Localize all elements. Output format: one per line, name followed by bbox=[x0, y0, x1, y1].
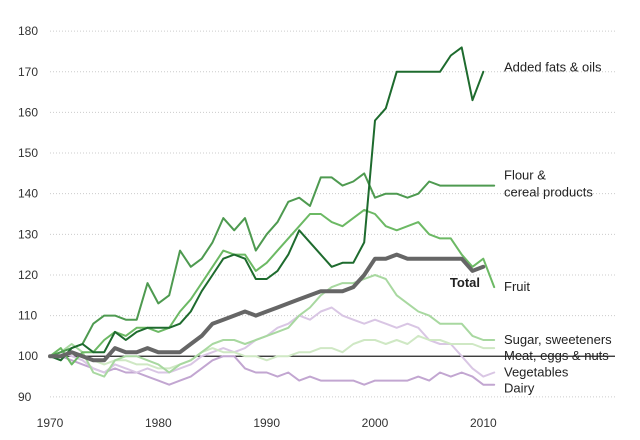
y-tick-label-150: 150 bbox=[18, 146, 38, 160]
series-labels: Added fats & oils Flour & cereal products T… bbox=[450, 60, 612, 396]
series-lines bbox=[48, 46, 496, 386]
series-label-added-fats-oils: Added fats & oils bbox=[504, 60, 602, 75]
series-label-total: Total bbox=[450, 275, 480, 290]
y-tick-label-110: 110 bbox=[18, 309, 37, 323]
x-tick-label-1970: 1970 bbox=[37, 416, 64, 430]
y-tick-label-100: 100 bbox=[18, 349, 38, 363]
series-label-flour: Flour & bbox=[504, 167, 546, 182]
y-tick-label-120: 120 bbox=[18, 268, 38, 282]
y-tick-label-140: 140 bbox=[18, 187, 38, 201]
series-line-sugar-sweeteners bbox=[49, 274, 496, 378]
x-tick-label-1990: 1990 bbox=[253, 416, 280, 430]
series-label-cereal-products: cereal products bbox=[504, 184, 593, 199]
y-tick-label-170: 170 bbox=[18, 65, 38, 79]
y-tick-label-180: 180 bbox=[18, 24, 38, 38]
series-line-dairy bbox=[49, 355, 496, 386]
series-line-added-fats-oils bbox=[49, 46, 485, 362]
x-tick-label-2010: 2010 bbox=[470, 416, 497, 430]
series-label-sugar-sweeteners: Sugar, sweeteners bbox=[504, 332, 612, 347]
series-line-total bbox=[48, 252, 486, 363]
series-label-fruit: Fruit bbox=[504, 279, 530, 294]
series-line-flour-cereal-products bbox=[49, 172, 496, 358]
series-label-dairy: Dairy bbox=[504, 381, 535, 396]
y-tick-label-160: 160 bbox=[18, 105, 38, 119]
y-tick-label-130: 130 bbox=[18, 227, 38, 241]
x-tick-label-2000: 2000 bbox=[362, 416, 389, 430]
series-label-meat-eggs-nuts: Meat, eggs & nuts bbox=[504, 348, 609, 363]
grid-layer bbox=[50, 30, 615, 398]
x-tick-label-1980: 1980 bbox=[145, 416, 172, 430]
series-label-vegetables: Vegetables bbox=[504, 364, 569, 379]
y-axis-tick-labels: 90 100 110 120 130 140 150 160 170 180 bbox=[18, 24, 38, 404]
series-line-meat-eggs-nuts bbox=[49, 334, 496, 370]
x-axis-tick-labels: 1970 1980 1990 2000 2010 bbox=[37, 416, 497, 430]
series-line-fruit bbox=[49, 208, 496, 366]
y-tick-label-90: 90 bbox=[18, 390, 32, 404]
series-line-vegetables bbox=[49, 306, 496, 378]
